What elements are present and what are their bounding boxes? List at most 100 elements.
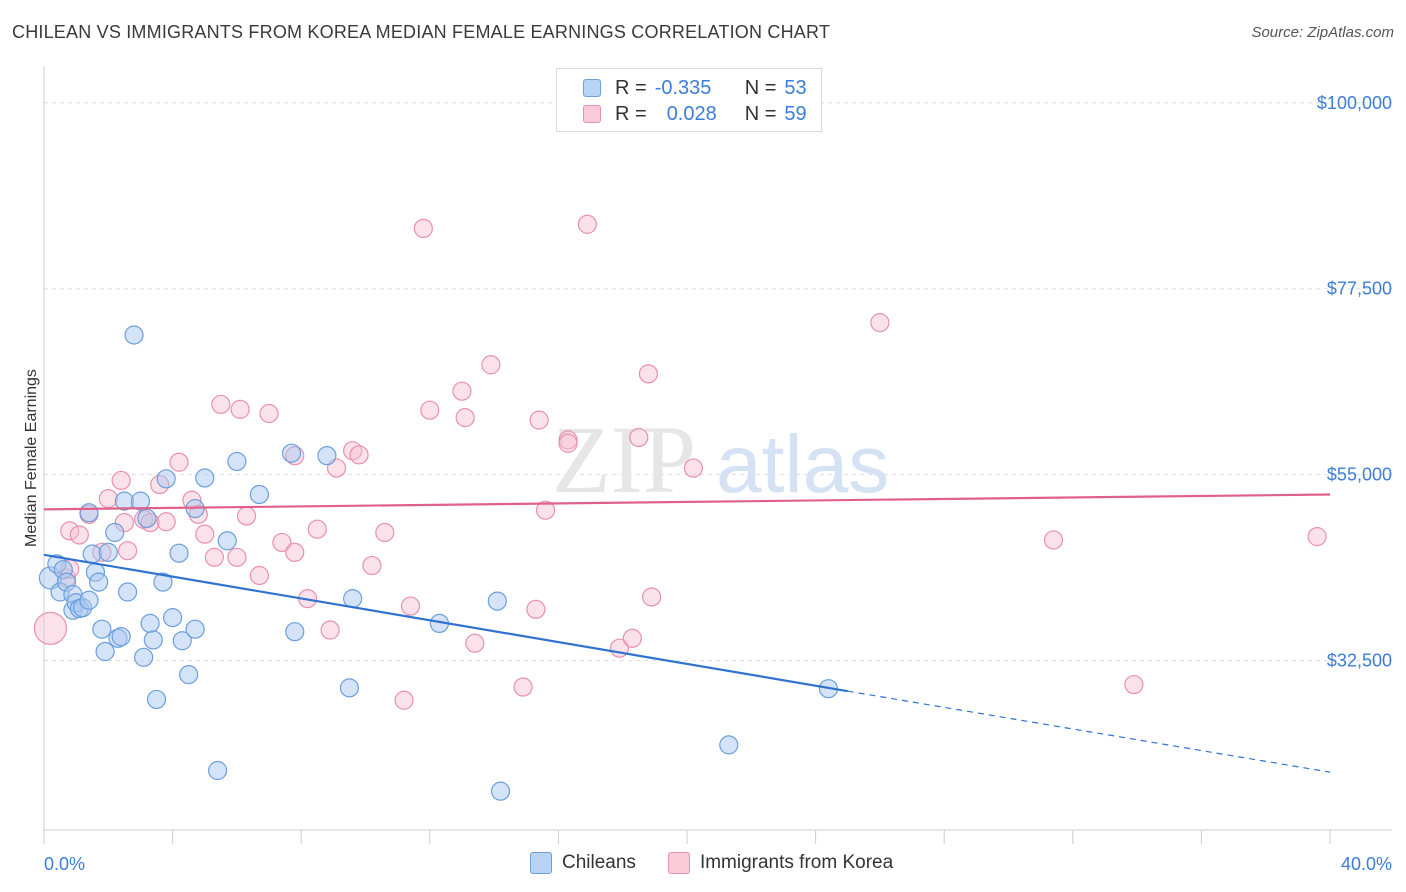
chileans-trend-extension: [847, 690, 1331, 773]
chilean-point: [217, 531, 237, 551]
chilean-point: [169, 543, 189, 563]
chilean-point: [105, 522, 125, 543]
chilean-point: [137, 508, 157, 529]
korea-point: [349, 445, 369, 465]
korea-point: [211, 394, 231, 415]
legend-row-chileans: R = -0.335 N = 53: [583, 77, 807, 99]
r-label: R =: [615, 76, 647, 99]
axes: [43, 66, 1392, 844]
korea-point: [169, 452, 189, 472]
chilean-point: [82, 544, 102, 564]
correlation-legend: R = -0.335 N = 53 R = 0.028 N = 59: [556, 68, 822, 132]
korea-point: [204, 547, 224, 567]
chilean-point: [487, 591, 507, 611]
chilean-point: [195, 468, 215, 488]
chilean-point: [490, 781, 511, 801]
korea-point: [400, 596, 421, 616]
korea-point: [375, 522, 395, 543]
korea-point: [249, 565, 270, 586]
korea-point: [558, 433, 578, 453]
watermark: ZIP atlas: [552, 406, 889, 513]
r-label: R =: [615, 102, 647, 125]
korea-point: [33, 611, 68, 645]
x-tick-label-min: 0.0%: [44, 854, 85, 874]
y-tick-label-0: $32,500: [1327, 651, 1392, 671]
chilean-point: [92, 619, 112, 639]
series-legend: Chileans Immigrants from Korea: [530, 852, 925, 874]
chilean-point: [140, 613, 160, 634]
korea-point: [870, 313, 890, 333]
korea-point: [683, 458, 704, 478]
chileans-legend-swatch: [530, 852, 552, 874]
legend-label-korea: Immigrants from Korea: [699, 852, 894, 873]
chilean-point: [719, 735, 739, 755]
n-value-korea: 59: [784, 102, 807, 125]
x-tick-labels: 0.0% 40.0%: [44, 854, 1392, 874]
korea-point: [577, 214, 597, 234]
korea-point: [69, 525, 89, 545]
chilean-point: [146, 689, 167, 710]
chilean-point: [281, 443, 302, 463]
korea-point: [117, 541, 138, 561]
trend-lines: [43, 493, 1331, 773]
korea-swatch: [583, 105, 601, 123]
korea-point: [285, 542, 305, 562]
chilean-point: [134, 647, 154, 667]
chilean-point: [79, 503, 99, 523]
y-axis-label: Median Female Earnings: [23, 369, 40, 547]
chilean-point: [163, 608, 183, 628]
korea-point: [227, 547, 247, 567]
korea-point: [230, 399, 250, 419]
legend-label-chileans: Chileans: [562, 852, 636, 873]
chilean-point: [130, 491, 151, 511]
korea-point: [465, 633, 485, 653]
chart-title: CHILEAN VS IMMIGRANTS FROM KOREA MEDIAN …: [12, 22, 831, 42]
korea-point: [481, 355, 501, 375]
chilean-point: [317, 446, 337, 466]
y-tick-label-2: $77,500: [1327, 279, 1392, 299]
korea-point: [455, 408, 475, 428]
korea-point: [1307, 527, 1327, 547]
chilean-point: [124, 325, 144, 345]
korea-point: [320, 620, 340, 640]
korea-point: [60, 521, 80, 541]
r-value-chileans: -0.335: [654, 76, 712, 99]
korea-point: [236, 506, 257, 526]
korea-point: [413, 218, 433, 238]
chilean-points: [38, 325, 839, 801]
chilean-point: [249, 484, 270, 505]
korea-trend-line: [43, 493, 1331, 511]
y-tick-label-3: $100,000: [1317, 93, 1392, 113]
chilean-point: [208, 760, 228, 781]
chilean-point: [179, 665, 199, 685]
korea-point: [111, 470, 131, 491]
chilean-point: [117, 582, 138, 602]
chileans-swatch: [583, 79, 601, 97]
chart-source: Source: ZipAtlas.com: [1251, 24, 1394, 41]
n-value-chileans: 53: [784, 76, 807, 99]
korea-point: [526, 599, 546, 619]
chilean-point: [98, 542, 118, 562]
chilean-point: [156, 469, 176, 489]
korea-point: [642, 587, 662, 607]
chilean-point: [339, 678, 360, 698]
korea-point: [362, 555, 382, 576]
watermark-zip: ZIP: [552, 406, 696, 513]
korea-point: [394, 690, 414, 710]
korea-point: [272, 532, 292, 553]
n-label: N =: [744, 102, 777, 125]
chilean-point: [172, 631, 192, 651]
chilean-point: [143, 630, 163, 650]
korea-point: [195, 524, 215, 544]
chilean-point: [95, 641, 115, 662]
korea-point: [1124, 674, 1144, 695]
grid-lines: [44, 102, 1392, 662]
korea-point: [420, 400, 440, 420]
korea-point: [156, 512, 176, 532]
r-value-korea: 0.028: [666, 102, 717, 125]
korea-point: [452, 381, 472, 401]
n-label: N =: [744, 76, 777, 99]
chilean-point: [153, 572, 173, 592]
legend-row-korea: R = 0.028 N = 59: [583, 103, 807, 125]
